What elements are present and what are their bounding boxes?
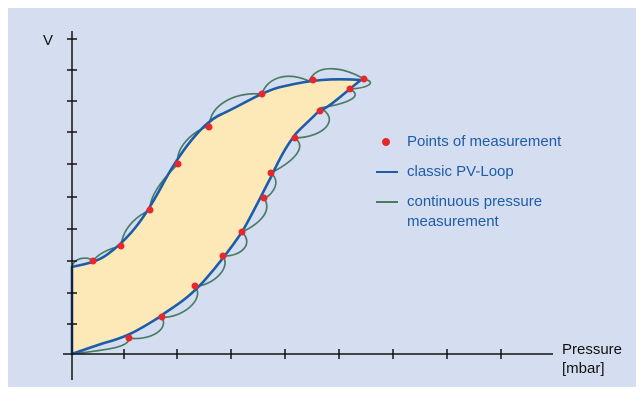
measurement-point xyxy=(89,257,97,265)
measurement-point xyxy=(238,228,246,236)
measurement-point xyxy=(219,252,227,260)
x-axis-label: Pressure xyxy=(562,341,623,358)
measurement-point xyxy=(346,85,354,93)
y-axis-label: V xyxy=(43,32,54,49)
measurement-point xyxy=(258,90,266,98)
measurement-point xyxy=(360,75,368,83)
x-axis-unit: [mbar] xyxy=(562,360,605,377)
measurement-point xyxy=(125,334,133,342)
legend-label-continuous-measurement: continuous pressure measurement xyxy=(407,193,543,230)
measurement-point xyxy=(267,169,275,177)
blue-line-icon xyxy=(376,171,398,173)
classic-pv-loop-curve xyxy=(70,77,363,356)
legend-label-classic-loop: classic PV-Loop xyxy=(407,163,514,180)
measurement-point xyxy=(316,107,324,115)
measurement-point xyxy=(205,123,213,131)
measurement-point xyxy=(146,206,154,214)
legend-item-continuous-measurement: continuous pressure measurement xyxy=(376,191,626,233)
measurement-point xyxy=(117,242,125,250)
pv-loop-area xyxy=(72,79,361,354)
measurement-point xyxy=(309,76,317,84)
legend: Points of measurement classic PV-Loop co… xyxy=(376,131,626,241)
axes xyxy=(63,31,553,380)
measurement-point xyxy=(291,134,299,142)
legend-label-points: Points of measurement xyxy=(407,133,562,150)
legend-item-classic-loop: classic PV-Loop xyxy=(376,161,626,183)
red-dot-icon xyxy=(382,138,390,146)
measurement-point xyxy=(158,313,166,321)
measurement-points xyxy=(89,75,368,342)
green-line-icon xyxy=(376,201,398,203)
measurement-point xyxy=(174,160,182,168)
measurement-point xyxy=(191,282,199,290)
measurement-point xyxy=(260,194,268,202)
legend-item-points: Points of measurement xyxy=(376,131,626,153)
